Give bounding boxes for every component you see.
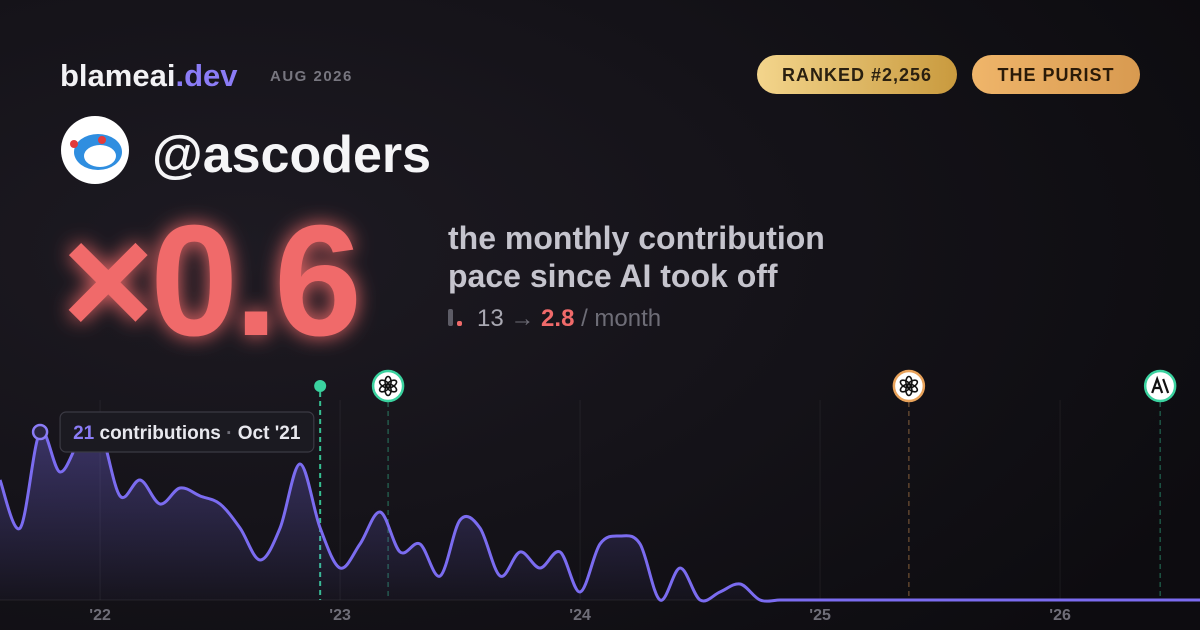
tooltip-text: 21 contributions · Oct '21	[73, 423, 301, 444]
event-glyph	[378, 379, 391, 389]
area	[0, 428, 1200, 602]
headline-line: the monthly contribution	[448, 220, 825, 256]
persona-badge	[972, 55, 1140, 94]
multiplier: ×0.6	[62, 193, 358, 369]
tooltip	[59, 411, 315, 453]
x-tick-label: '24	[569, 607, 591, 624]
event-icon	[892, 369, 926, 403]
pace-unit: / month	[581, 305, 661, 332]
x-tick-label: '22	[89, 607, 111, 624]
event-glyph	[1151, 375, 1170, 394]
pace: 13 → 2.8 / month	[477, 305, 661, 332]
pace-icon	[448, 309, 453, 326]
highlight-point	[31, 423, 49, 441]
brand-name: blameai	[60, 58, 175, 93]
pace-after: 2.8	[541, 305, 574, 332]
persona-text: THE PURIST	[997, 65, 1114, 85]
brand-tld: .dev	[175, 58, 238, 93]
x-tick-label: '25	[809, 607, 831, 624]
x-tick-label: '26	[1049, 607, 1071, 624]
chart: '22 '23 '24 '25 '26 21 contributions · Oct '2…	[0, 369, 1200, 624]
x-tick-label: '23	[329, 607, 351, 624]
tooltip-date: Oct '21	[238, 423, 301, 444]
rank-text: RANKED #2,256	[782, 65, 932, 85]
pace-icon	[457, 321, 462, 326]
tooltip-value: 21	[73, 423, 95, 444]
tooltip-unit: contributions	[100, 423, 221, 444]
report-date: AUG 2026	[270, 68, 353, 85]
headline-line: pace since AI took off	[448, 258, 778, 294]
tooltip-sep: ·	[226, 423, 232, 444]
avatar	[61, 116, 129, 184]
event-glyph	[899, 379, 912, 389]
pace-before: 13	[477, 305, 504, 332]
pace-arrow: →	[510, 305, 534, 332]
username: @ascoders	[152, 126, 431, 184]
event-icon	[371, 369, 405, 403]
event-dot	[314, 380, 327, 392]
line	[0, 426, 1200, 603]
rank-badge	[757, 55, 957, 94]
brand: blameai.dev	[60, 58, 238, 93]
